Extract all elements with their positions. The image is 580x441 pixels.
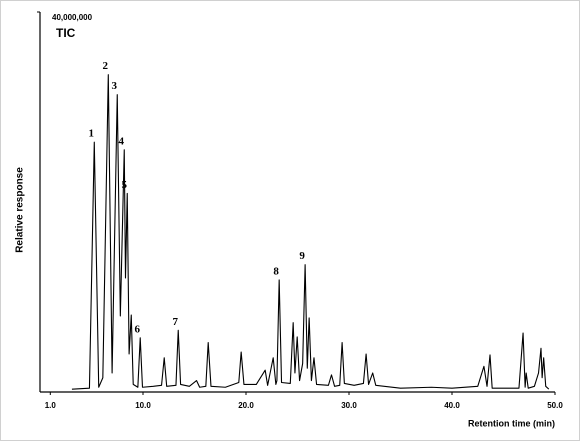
- peak-label: 5: [121, 179, 127, 191]
- x-tick-label: 20.0: [238, 401, 254, 410]
- y-tick-label: 40,000,000: [52, 13, 93, 22]
- y-axis-label: Relative response: [15, 167, 26, 253]
- x-axis-label: Retention time (min): [468, 418, 555, 428]
- x-tick-label: 1.0: [45, 401, 57, 410]
- peak-label: 7: [172, 316, 178, 328]
- legend-label: TIC: [56, 26, 76, 40]
- x-tick-label: 50.0: [547, 401, 563, 410]
- peak-label: 6: [134, 323, 140, 335]
- peak-label: 2: [103, 60, 109, 72]
- x-tick-label: 30.0: [341, 401, 357, 410]
- peak-label: 4: [119, 135, 125, 147]
- peak-label: 1: [89, 128, 95, 140]
- peak-label: 3: [112, 80, 118, 92]
- x-tick-label: 10.0: [135, 401, 151, 410]
- x-tick-label: 40.0: [444, 401, 460, 410]
- trace: [71, 74, 550, 390]
- peak-label: 9: [299, 250, 305, 262]
- peak-label: 8: [273, 265, 279, 277]
